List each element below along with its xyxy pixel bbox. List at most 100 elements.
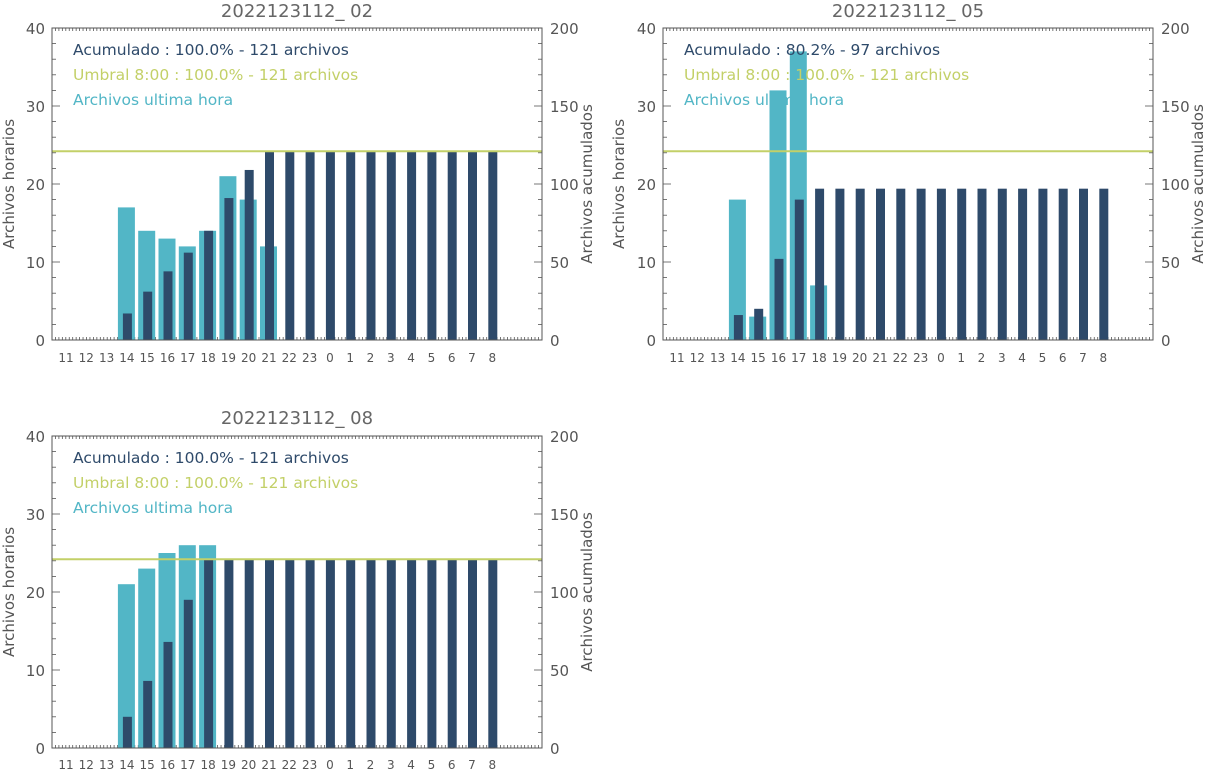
x-tick-label: 20 [241, 758, 256, 771]
x-tick-label: 6 [448, 758, 456, 771]
y-right-tick-label: 50 [550, 254, 569, 272]
y-left-tick-label: 30 [26, 506, 45, 524]
x-tick-label: 6 [1059, 351, 1067, 365]
y-left-axis-label: Archivos horarios [0, 527, 18, 657]
x-tick-label: 19 [221, 758, 236, 771]
y-right-tick-label: 0 [550, 332, 560, 350]
cumulative-bar [163, 641, 173, 748]
legend-cumulative: Acumulado : 100.0% - 121 archivos [73, 449, 349, 467]
x-tick-label: 23 [302, 351, 317, 365]
x-tick-label: 2 [367, 351, 375, 365]
y-left-tick-label: 30 [26, 98, 45, 116]
x-tick-label: 11 [58, 351, 73, 365]
x-tick-label: 20 [241, 351, 256, 365]
cumulative-bar [265, 559, 274, 748]
x-tick-label: 0 [326, 351, 334, 365]
cumulative-bar [366, 151, 376, 340]
x-tick-label: 11 [58, 758, 73, 771]
y-left-tick-label: 0 [35, 740, 45, 758]
x-tick-label: 18 [200, 758, 215, 771]
x-tick-label: 17 [791, 351, 806, 365]
cumulative-bar [183, 252, 193, 340]
hourly-bar [117, 584, 135, 748]
x-tick-label: 15 [140, 758, 155, 771]
cumulative-bar [122, 716, 132, 748]
y-right-tick-label: 200 [1161, 20, 1190, 38]
x-tick-label: 15 [751, 351, 766, 365]
x-tick-label: 12 [79, 758, 94, 771]
x-tick-label: 20 [852, 351, 867, 365]
x-tick-label: 14 [730, 351, 745, 365]
y-left-tick-label: 10 [637, 254, 656, 272]
x-tick-label: 17 [180, 758, 195, 771]
cumulative-bar [488, 151, 498, 340]
legend-hourly: Archivos ultima hora [73, 499, 233, 517]
legend-threshold: Umbral 8:00 : 100.0% - 121 archivos [73, 474, 358, 492]
y-left-axis-label: Archivos horarios [610, 119, 628, 249]
cumulative-bar [346, 559, 356, 748]
cumulative-bar [386, 151, 396, 340]
x-tick-label: 8 [488, 758, 496, 771]
y-right-tick-label: 0 [1161, 332, 1171, 350]
cumulative-bar [325, 559, 335, 748]
x-tick-label: 0 [326, 758, 334, 771]
x-tick-label: 4 [407, 351, 415, 365]
cumulative-bar [936, 188, 946, 340]
x-tick-label: 1 [346, 758, 354, 771]
y-left-tick-label: 20 [26, 176, 45, 194]
x-tick-label: 21 [872, 351, 887, 365]
x-tick-label: 3 [998, 351, 1006, 365]
y-left-tick-label: 40 [637, 20, 656, 38]
y-left-tick-label: 10 [26, 662, 45, 680]
cumulative-bar [427, 151, 437, 340]
y-right-axis-label: Archivos acumulados [578, 512, 596, 672]
cumulative-bar [794, 199, 804, 340]
cumulative-bar [244, 559, 254, 748]
x-tick-label: 22 [893, 351, 908, 365]
x-tick-label: 13 [99, 351, 114, 365]
cumulative-bar [224, 198, 234, 340]
y-right-axis-label: Archivos acumulados [1189, 104, 1206, 264]
plot-frame [662, 27, 1154, 341]
x-tick-label: 18 [811, 351, 826, 365]
cumulative-bar [957, 188, 967, 340]
y-left-tick-label: 10 [26, 254, 45, 272]
y-right-tick-label: 150 [1161, 98, 1190, 116]
y-right-axis-label: Archivos acumulados [578, 104, 596, 264]
x-tick-label: 4 [1018, 351, 1026, 365]
plot-frame [51, 435, 543, 749]
y-left-tick-label: 20 [637, 176, 656, 194]
cumulative-bar [407, 151, 417, 340]
x-tick-label: 12 [690, 351, 705, 365]
x-tick-label: 14 [119, 758, 134, 771]
cumulative-bar [468, 559, 477, 748]
chart-title: 2022123112_ 08 [221, 408, 373, 429]
cumulative-bar [1038, 188, 1048, 340]
cumulative-bar [997, 188, 1007, 340]
x-tick-label: 15 [140, 351, 155, 365]
cumulative-bar [224, 559, 234, 748]
legend-hourly: Archivos ultima hora [73, 91, 233, 109]
y-right-tick-label: 150 [550, 506, 579, 524]
y-right-tick-label: 200 [550, 428, 579, 446]
legend-cumulative: Acumulado : 100.0% - 121 archivos [73, 41, 349, 59]
cumulative-bar [183, 599, 193, 748]
cumulative-bar [305, 559, 315, 748]
cumulative-bar [977, 188, 987, 340]
y-right-tick-label: 50 [1161, 254, 1180, 272]
x-tick-label: 18 [200, 351, 215, 365]
y-left-axis-label: Archivos horarios [0, 119, 18, 249]
y-right-tick-label: 100 [550, 584, 579, 602]
x-tick-label: 21 [261, 351, 276, 365]
x-tick-label: 16 [160, 351, 175, 365]
cumulative-bar [855, 188, 865, 340]
cumulative-bar [916, 188, 926, 340]
x-tick-label: 19 [832, 351, 847, 365]
cumulative-bar [305, 151, 315, 340]
hourly-bar [728, 199, 746, 340]
cumulative-bar [1058, 188, 1068, 340]
y-right-tick-label: 100 [550, 176, 579, 194]
cumulative-bar [143, 680, 153, 748]
x-tick-label: 7 [468, 758, 476, 771]
cumulative-bar [407, 559, 417, 748]
